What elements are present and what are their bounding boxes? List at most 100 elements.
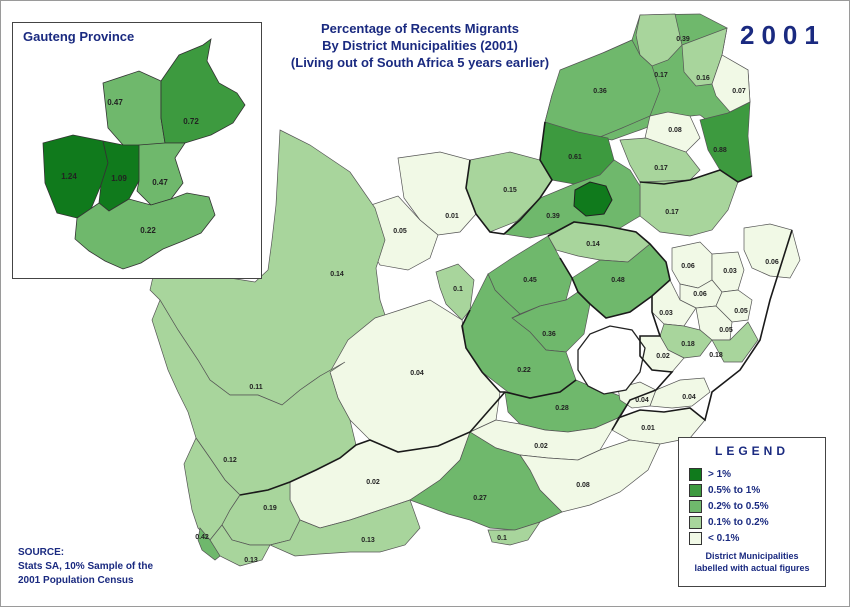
district-value-label: 0.12	[223, 457, 237, 464]
district-value-label: 0.1	[453, 286, 463, 293]
gauteng-district-value-label: 0.47	[107, 98, 123, 107]
gauteng-district-value-label: 1.24	[61, 172, 77, 181]
district-value-label: 0.06	[681, 263, 695, 270]
district-value-label: 0.28	[555, 405, 569, 412]
district-value-label: 0.06	[765, 259, 779, 266]
gauteng-district-value-label: 1.09	[111, 174, 127, 183]
district-value-label: 0.1	[497, 535, 507, 542]
province-border	[611, 296, 674, 431]
title-line-2: By District Municipalities (2001)	[322, 38, 518, 53]
legend-swatch	[689, 500, 702, 513]
district-region	[409, 431, 563, 531]
district-value-label: 0.01	[641, 425, 655, 432]
district-value-label: 0.48	[611, 277, 625, 284]
legend-note: District Municipalities labelled with ac…	[679, 550, 825, 574]
district-value-label: 0.15	[503, 187, 517, 194]
title-line-1: Percentage of Recents Migrants	[321, 21, 519, 36]
district-value-label: 0.22	[517, 367, 531, 374]
legend-note-line-2: labelled with actual figures	[694, 563, 810, 573]
district-region	[743, 223, 801, 279]
district-value-label: 0.17	[654, 72, 668, 79]
district-value-label: 0.17	[654, 165, 668, 172]
district-value-label: 0.17	[665, 209, 679, 216]
source-line-1: SOURCE:	[18, 547, 65, 558]
district-value-label: 0.27	[473, 495, 487, 502]
gauteng-district-value-label: 0.72	[183, 117, 199, 126]
district-value-label: 0.13	[244, 557, 258, 564]
gauteng-inset: Gauteng Province 0.47 0.72 1.24 1.09 0.47 0.2…	[12, 22, 262, 279]
province-border	[547, 221, 671, 319]
legend-label: 0.1% to 0.2%	[708, 517, 769, 529]
gauteng-district-region	[136, 142, 186, 206]
district-value-label: 0.45	[523, 277, 537, 284]
district-value-label: 0.16	[696, 75, 710, 82]
district-value-label: 0.19	[263, 505, 277, 512]
district-region	[711, 321, 759, 363]
legend-label: 0.2% to 0.5%	[708, 501, 769, 513]
legend: LEGEND > 1% 0.5% to 1% 0.2% to 0.5% 0.1%…	[678, 437, 826, 587]
district-regions	[149, 13, 801, 567]
district-value-label: 0.39	[546, 213, 560, 220]
legend-label: > 1%	[708, 469, 732, 481]
district-region	[197, 527, 221, 561]
legend-note-line-1: District Municipalities	[705, 551, 799, 561]
district-value-label: 0.18	[709, 352, 723, 359]
legend-item: < 0.1%	[689, 532, 739, 546]
legend-item: > 1%	[689, 468, 731, 482]
province-border	[461, 309, 577, 399]
district-region	[268, 499, 421, 557]
district-value-label: 0.04	[410, 370, 424, 377]
district-value-label: 0.04	[682, 394, 696, 401]
legend-title: LEGEND	[714, 444, 789, 458]
district-value-label: 0.05	[393, 228, 407, 235]
source-line-2: Stats SA, 10% Sample of the	[18, 561, 154, 572]
gauteng-district-value-label: 0.22	[140, 226, 156, 235]
district-value-label: 0.36	[593, 88, 607, 95]
district-value-label: 0.39	[676, 36, 690, 43]
district-value-label: 0.61	[568, 154, 582, 161]
district-value-label: 0.08	[668, 127, 682, 134]
province-borders	[239, 121, 793, 496]
district-value-label: 0.03	[659, 310, 673, 317]
district-region	[435, 263, 475, 321]
district-region	[397, 151, 477, 236]
district-value-label: 0.02	[534, 443, 548, 450]
gauteng-region	[573, 181, 613, 217]
district-value-label: 0.14	[586, 241, 600, 248]
legend-item: 0.5% to 1%	[689, 484, 760, 498]
legend-label: < 0.1%	[708, 533, 740, 545]
district-value-label: 0.07	[732, 88, 746, 95]
legend-swatch	[689, 468, 702, 481]
legend-swatch	[689, 516, 702, 529]
map-title: Percentage of Recents Migrants By Distri…	[250, 20, 590, 71]
district-value-label: 0.05	[719, 327, 733, 334]
year-label: 2001	[740, 20, 826, 50]
district-value-labels: 0.39 0.17 0.16 0.36 0.07 0.08 0.61 0.88 0.17 0.15…	[195, 36, 779, 564]
province-border	[639, 169, 753, 185]
district-value-label: 0.14	[330, 271, 344, 278]
district-value-label: 0.18	[681, 341, 695, 348]
district-value-label: 0.05	[734, 308, 748, 315]
legend-swatch	[689, 532, 702, 545]
district-value-label: 0.04	[635, 397, 649, 404]
district-value-label: 0.01	[445, 213, 459, 220]
legend-item: 0.2% to 0.5%	[689, 500, 769, 514]
district-region	[487, 521, 541, 546]
district-value-label: 0.06	[693, 291, 707, 298]
district-value-label: 0.11	[249, 384, 262, 391]
district-value-label: 0.42	[195, 534, 209, 541]
title-line-3: (Living out of South Africa 5 years earl…	[290, 55, 550, 70]
district-value-label: 0.03	[723, 268, 737, 275]
gauteng-district-region	[74, 192, 216, 270]
province-border	[617, 229, 793, 422]
district-region	[651, 279, 697, 327]
legend-item: 0.1% to 0.2%	[689, 516, 769, 530]
district-value-label: 0.02	[656, 353, 670, 360]
lesotho-region	[577, 325, 646, 395]
inset-title: Gauteng Province	[23, 29, 135, 44]
legend-swatch	[689, 484, 702, 497]
gauteng-district-value-label: 0.47	[152, 178, 168, 187]
source-note: SOURCE: Stats SA, 10% Sample of the 2001…	[18, 546, 153, 588]
province-border	[465, 121, 553, 235]
